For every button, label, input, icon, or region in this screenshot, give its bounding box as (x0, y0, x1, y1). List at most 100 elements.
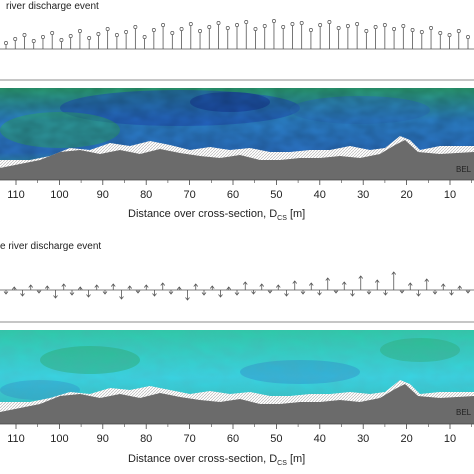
x-tick-label: 40 (314, 433, 326, 445)
velocity-vector-head (41, 35, 45, 39)
x-tick-label: 90 (97, 189, 109, 201)
velocity-vector-head (235, 23, 239, 27)
velocity-vector-head (53, 295, 58, 299)
velocity-vector-head (401, 24, 406, 28)
velocity-vector-head (465, 290, 471, 294)
velocity-vector-head (355, 22, 360, 26)
velocity-vector-head (3, 291, 9, 295)
x-tick-label: 10 (444, 189, 456, 201)
velocity-vector-head (419, 30, 424, 34)
velocity-vector-head (124, 30, 129, 34)
velocity-vector-head (86, 294, 91, 298)
x-tick-label: 50 (270, 433, 282, 445)
velocity-vector-head (449, 292, 454, 296)
velocity-vectors-bottom (3, 271, 471, 301)
x-tick-label: 110 (7, 433, 25, 445)
velocity-vector-head (447, 33, 452, 37)
velocity-vector-head (251, 291, 256, 295)
x-tick-label: 100 (50, 433, 68, 445)
velocity-vector-head (135, 290, 141, 294)
velocity-vector-head (392, 27, 397, 31)
velocity-vector-head (201, 292, 207, 296)
velocity-vector-head (59, 38, 64, 42)
velocity-vector-head (4, 41, 8, 45)
velocity-vector-head (151, 28, 156, 32)
heatmap-bottom (0, 330, 474, 424)
velocity-vector-head (440, 283, 446, 287)
velocity-vector-head (133, 25, 138, 29)
x-tick-label: 50 (270, 189, 282, 201)
velocity-vector-head (225, 26, 230, 30)
velocity-vector-head (36, 290, 42, 294)
velocity-vector-head (179, 27, 184, 31)
velocity-vector-head (253, 27, 258, 31)
velocity-vector-head (325, 277, 331, 281)
x-tick-label: 10 (444, 433, 456, 445)
velocity-vector-head (456, 29, 461, 33)
velocity-vector-head (77, 29, 82, 33)
velocity-vector-head (272, 19, 276, 23)
velocity-vector-head (416, 293, 421, 297)
velocity-vector-head (244, 20, 249, 24)
velocity-vector-head (87, 36, 92, 40)
velocity-vector-head (44, 285, 50, 289)
velocity-vector-head (259, 283, 265, 287)
velocity-vector-head (364, 29, 369, 33)
x-tick-label: 80 (140, 433, 152, 445)
velocity-vector-head (341, 281, 347, 285)
velocity-vector-head (31, 39, 36, 43)
velocity-vector-head (207, 25, 212, 29)
velocity-vector-head (170, 31, 175, 35)
x-tick-label: 60 (227, 189, 239, 201)
velocity-vector-head (300, 291, 306, 295)
x-tick-label: 80 (140, 189, 152, 201)
velocity-vector-head (226, 286, 232, 290)
velocity-vector-head (317, 292, 322, 296)
x-tick-label: 70 (183, 433, 195, 445)
velocity-vector-head (308, 282, 314, 286)
velocity-vector-head (11, 286, 17, 290)
velocity-vector-head (336, 26, 341, 30)
velocity-vector-head (160, 282, 166, 286)
velocity-vector-head (218, 294, 223, 298)
x-tick-label: 70 (183, 189, 195, 201)
velocity-vector-head (383, 292, 388, 296)
x-tick-label: 20 (400, 189, 412, 201)
velocity-vector-head (267, 290, 273, 294)
velocity-vector-head (142, 35, 147, 39)
velocity-vector-head (391, 271, 397, 275)
velocity-vector-head (96, 32, 101, 36)
x-tick-label: 30 (357, 433, 369, 445)
panel-bottom: e river discharge event BEL 110 100 90 80 70… (0, 241, 474, 467)
x-axis-label-bottom: Distance over cross-section, DCS [m] (128, 453, 305, 467)
velocity-vector-head (366, 291, 372, 295)
velocity-vector-head (466, 35, 470, 39)
velocity-vector-head (410, 28, 415, 32)
velocity-vector-head (68, 34, 73, 38)
velocity-vector-head (143, 284, 149, 288)
velocity-vector-head (262, 24, 267, 28)
velocity-vector-head (333, 290, 339, 294)
velocity-vector-head (119, 296, 124, 300)
velocity-vector-head (281, 25, 286, 29)
velocity-vector-head (438, 31, 443, 35)
velocity-vector-head (185, 297, 190, 301)
velocity-vector-head (168, 291, 174, 295)
velocity-vector-head (374, 279, 380, 283)
panel-bottom-title: e river discharge event (0, 241, 101, 252)
x-axis-label-top: Distance over cross-section, DCS [m] (128, 208, 305, 222)
velocity-vector-head (373, 25, 378, 29)
velocity-vector-head (50, 31, 55, 35)
panel-top-title: river discharge event (6, 1, 99, 12)
x-tick-label: 20 (400, 433, 412, 445)
corner-label-top: BEL (456, 165, 472, 174)
velocity-vector-head (327, 20, 332, 24)
panel-top: river discharge event BEL 110 100 90 80 70 60… (0, 1, 474, 222)
x-tick-label: 30 (357, 189, 369, 201)
velocity-vector-head (457, 285, 463, 289)
velocity-vector-head (429, 26, 433, 30)
velocity-vector-head (432, 291, 438, 295)
velocity-vector-head (61, 283, 67, 287)
velocity-vector-head (176, 286, 182, 290)
x-tick-label: 40 (314, 189, 326, 201)
